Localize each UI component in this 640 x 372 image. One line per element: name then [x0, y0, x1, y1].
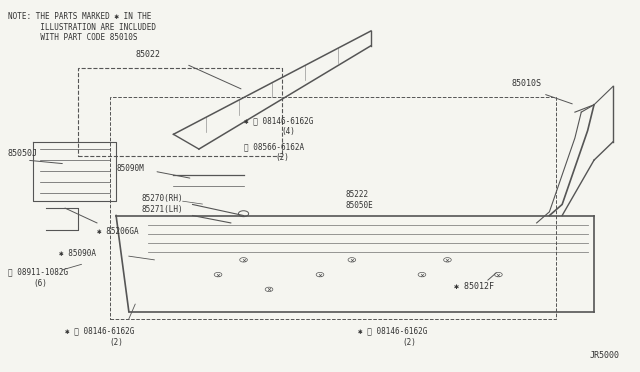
Text: 85022: 85022 [135, 50, 160, 59]
Text: NOTE: THE PARTS MARKED ✱ IN THE
       ILLUSTRATION ARE INCLUDED
       WITH PAR: NOTE: THE PARTS MARKED ✱ IN THE ILLUSTRA… [8, 13, 156, 42]
Text: ✱ 85206GA: ✱ 85206GA [97, 227, 139, 236]
Bar [109, 97, 556, 319]
Text: ✱ Ⓑ 08146-6162G: ✱ Ⓑ 08146-6162G [65, 327, 134, 336]
Text: ✱ Ⓑ 08146-6162G: ✱ Ⓑ 08146-6162G [244, 116, 313, 125]
Text: Ⓢ 08566-6162A: Ⓢ 08566-6162A [244, 142, 303, 151]
Text: JR5000: JR5000 [589, 350, 620, 359]
Text: ✱ Ⓑ 08146-6162G: ✱ Ⓑ 08146-6162G [358, 327, 428, 336]
Text: 85010S: 85010S [511, 79, 541, 88]
Text: (2): (2) [403, 338, 417, 347]
Text: 85050J: 85050J [8, 150, 38, 158]
Text: (6): (6) [33, 279, 47, 288]
Text: 85270(RH): 85270(RH) [141, 194, 183, 203]
Text: (4): (4) [282, 127, 296, 136]
Text: 85090M: 85090M [116, 164, 144, 173]
Text: 85271(LH): 85271(LH) [141, 205, 183, 214]
Bar [78, 68, 282, 157]
Text: ✱ 85012F: ✱ 85012F [454, 282, 494, 291]
Text: 85050E: 85050E [346, 201, 373, 210]
Text: (2): (2) [275, 153, 289, 162]
Text: (2): (2) [109, 338, 124, 347]
Text: ⓝ 08911-1082G: ⓝ 08911-1082G [8, 267, 68, 277]
Text: ✱ 85090A: ✱ 85090A [59, 249, 96, 258]
Text: 85222: 85222 [346, 190, 369, 199]
